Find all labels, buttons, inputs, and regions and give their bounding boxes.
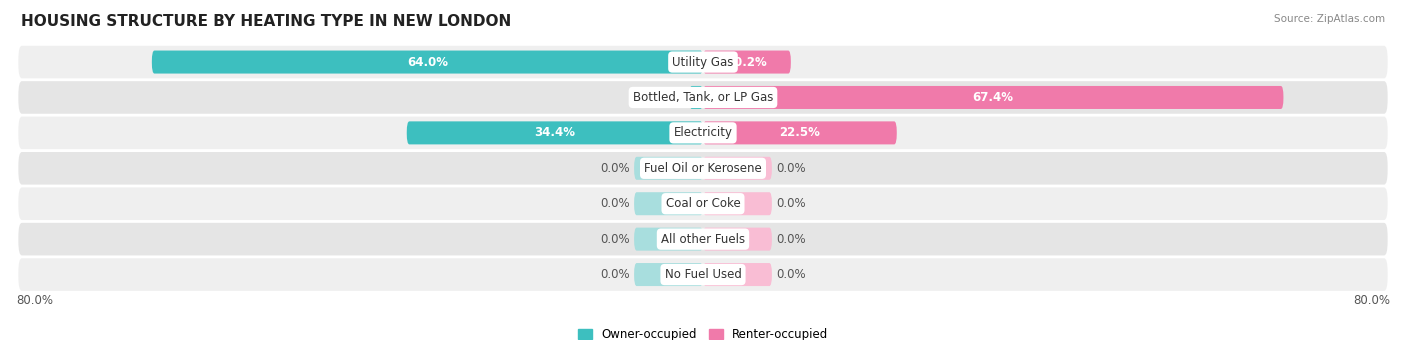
Text: 22.5%: 22.5% bbox=[779, 126, 820, 139]
FancyBboxPatch shape bbox=[703, 157, 772, 180]
Text: 0.0%: 0.0% bbox=[600, 233, 630, 245]
Text: Coal or Coke: Coal or Coke bbox=[665, 197, 741, 210]
FancyBboxPatch shape bbox=[703, 86, 1284, 109]
Text: Utility Gas: Utility Gas bbox=[672, 55, 734, 69]
FancyBboxPatch shape bbox=[689, 86, 703, 109]
FancyBboxPatch shape bbox=[634, 227, 703, 251]
FancyBboxPatch shape bbox=[18, 117, 1388, 149]
FancyBboxPatch shape bbox=[703, 263, 772, 286]
Text: 0.0%: 0.0% bbox=[600, 162, 630, 175]
FancyBboxPatch shape bbox=[18, 187, 1388, 220]
FancyBboxPatch shape bbox=[634, 157, 703, 180]
Text: 0.0%: 0.0% bbox=[600, 268, 630, 281]
FancyBboxPatch shape bbox=[703, 192, 772, 215]
Text: 0.0%: 0.0% bbox=[776, 233, 806, 245]
Legend: Owner-occupied, Renter-occupied: Owner-occupied, Renter-occupied bbox=[572, 324, 834, 340]
Text: 80.0%: 80.0% bbox=[1353, 294, 1391, 307]
Text: 64.0%: 64.0% bbox=[406, 55, 449, 69]
Text: 1.6%: 1.6% bbox=[679, 91, 713, 104]
FancyBboxPatch shape bbox=[703, 227, 772, 251]
FancyBboxPatch shape bbox=[634, 263, 703, 286]
Text: 0.0%: 0.0% bbox=[776, 162, 806, 175]
Text: Bottled, Tank, or LP Gas: Bottled, Tank, or LP Gas bbox=[633, 91, 773, 104]
FancyBboxPatch shape bbox=[18, 81, 1388, 114]
FancyBboxPatch shape bbox=[634, 192, 703, 215]
Text: No Fuel Used: No Fuel Used bbox=[665, 268, 741, 281]
Text: Source: ZipAtlas.com: Source: ZipAtlas.com bbox=[1274, 14, 1385, 23]
Text: 0.0%: 0.0% bbox=[776, 197, 806, 210]
FancyBboxPatch shape bbox=[18, 46, 1388, 78]
Text: 0.0%: 0.0% bbox=[776, 268, 806, 281]
Text: 67.4%: 67.4% bbox=[973, 91, 1014, 104]
FancyBboxPatch shape bbox=[18, 152, 1388, 185]
Text: 0.0%: 0.0% bbox=[600, 197, 630, 210]
Text: Electricity: Electricity bbox=[673, 126, 733, 139]
FancyBboxPatch shape bbox=[406, 121, 703, 144]
Text: 34.4%: 34.4% bbox=[534, 126, 575, 139]
Text: HOUSING STRUCTURE BY HEATING TYPE IN NEW LONDON: HOUSING STRUCTURE BY HEATING TYPE IN NEW… bbox=[21, 14, 512, 29]
Text: 10.2%: 10.2% bbox=[727, 55, 768, 69]
Text: All other Fuels: All other Fuels bbox=[661, 233, 745, 245]
FancyBboxPatch shape bbox=[18, 223, 1388, 255]
Text: 80.0%: 80.0% bbox=[15, 294, 53, 307]
Text: Fuel Oil or Kerosene: Fuel Oil or Kerosene bbox=[644, 162, 762, 175]
FancyBboxPatch shape bbox=[703, 121, 897, 144]
FancyBboxPatch shape bbox=[152, 51, 703, 73]
FancyBboxPatch shape bbox=[18, 258, 1388, 291]
FancyBboxPatch shape bbox=[703, 51, 790, 73]
